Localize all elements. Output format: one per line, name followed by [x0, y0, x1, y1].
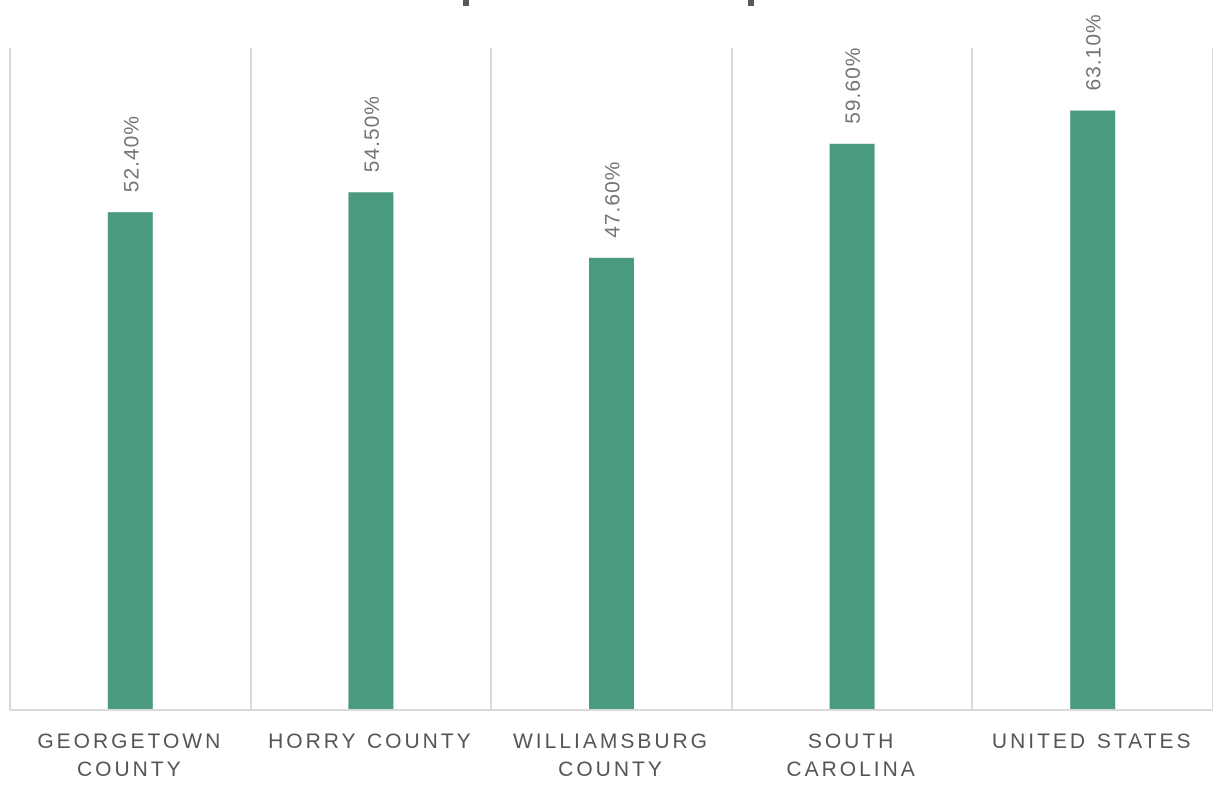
data-label: 54.50%	[361, 95, 384, 172]
bar	[348, 192, 394, 710]
category-label: COUNTY	[558, 758, 665, 781]
bar	[1070, 110, 1116, 711]
title-remnant	[463, 0, 754, 6]
category-separators	[9, 48, 1213, 710]
category-label: UNITED STATES	[992, 730, 1194, 753]
category-label: GEORGETOWN	[37, 730, 223, 753]
bars	[107, 110, 1116, 711]
data-labels: 52.40% 54.50% 47.60% 59.60% 63.10%	[120, 13, 1105, 237]
category-labels: GEORGETOWN COUNTY HORRY COUNTY WILLIAMSBURG…	[37, 730, 1194, 781]
category-label: WILLIAMSBURG	[513, 730, 710, 753]
category-label: HORRY COUNTY	[268, 730, 474, 753]
category-label: CAROLINA	[786, 758, 917, 781]
data-label: 63.10%	[1083, 13, 1106, 90]
bar	[107, 212, 153, 710]
data-label: 47.60%	[602, 161, 625, 238]
bar	[589, 257, 634, 710]
data-label: 59.60%	[842, 47, 865, 124]
data-label: 52.40%	[120, 115, 143, 192]
category-label: COUNTY	[77, 758, 184, 781]
category-label: SOUTH	[808, 730, 897, 753]
bar	[829, 143, 875, 711]
